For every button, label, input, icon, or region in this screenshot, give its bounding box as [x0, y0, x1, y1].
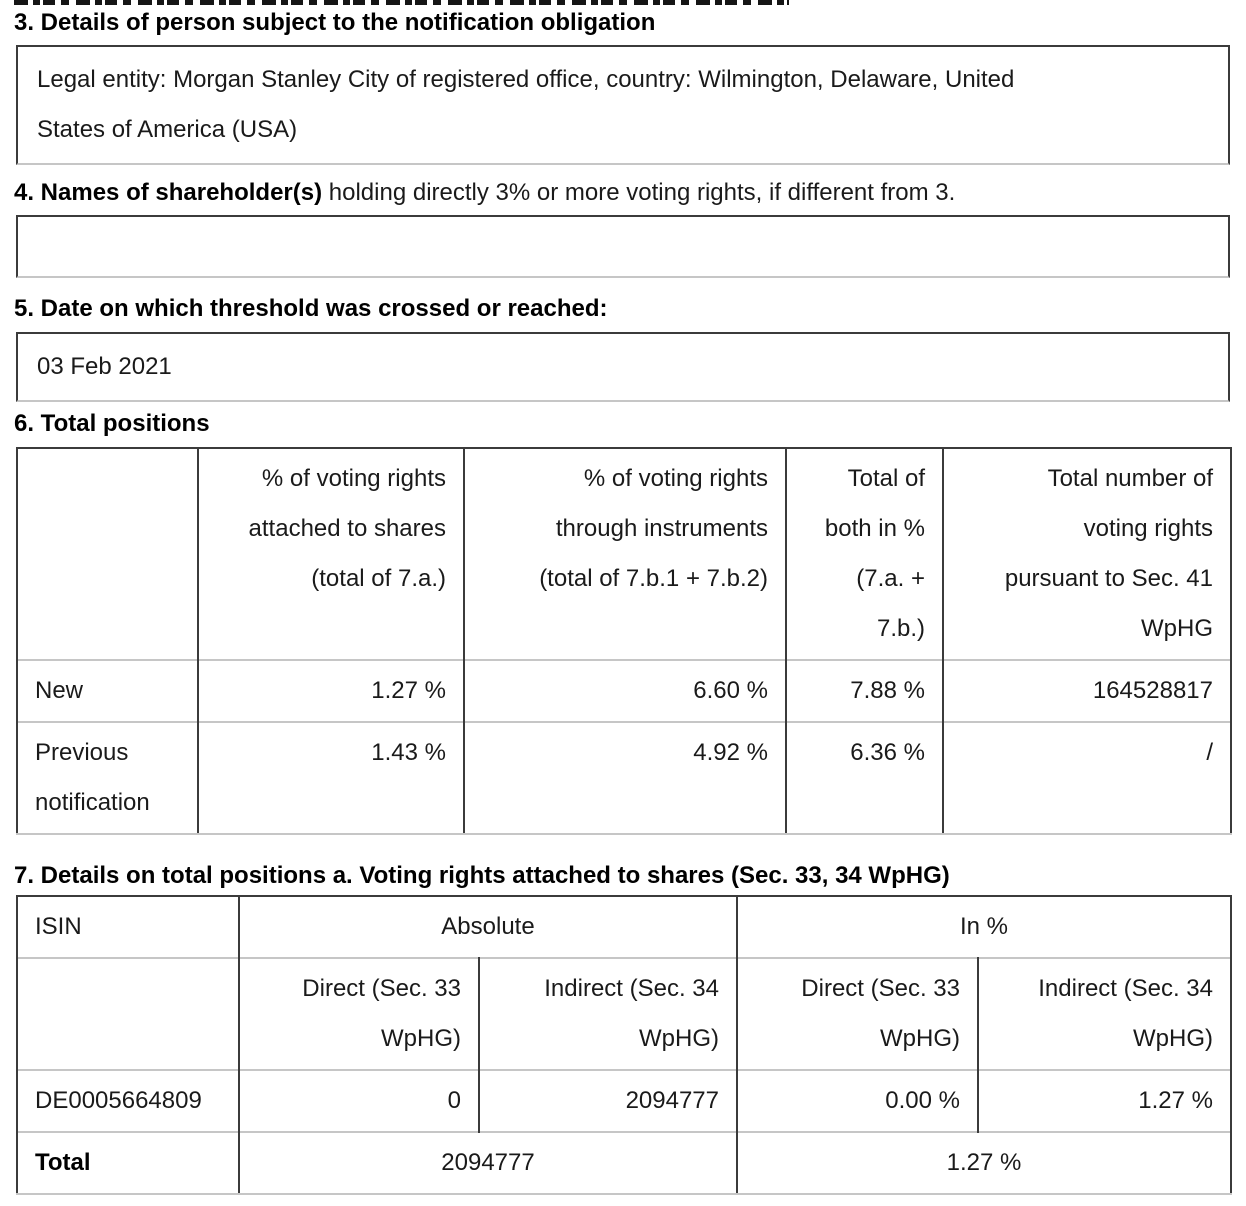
t6-previous-total-number: /	[942, 721, 1232, 835]
t6-previous-total-pct: 6.36 %	[785, 721, 944, 835]
t7-subheader-absolute-indirect: Indirect (Sec. 34 WpHG)	[478, 957, 738, 1070]
t6-new-total-pct: 7.88 %	[785, 659, 944, 722]
clipped-previous-line	[14, 0, 789, 5]
section4-shareholders-box	[16, 215, 1230, 278]
t6-new-instruments-pct: 6.60 %	[463, 659, 787, 722]
table-row: DE0005664809 0 2094777 0.00 % 1.27 %	[16, 1069, 1232, 1132]
t6-previous-shares-pct: 1.43 %	[197, 721, 465, 835]
t6-new-label: New	[16, 659, 199, 722]
t6-previous-instruments-pct: 4.92 %	[463, 721, 787, 835]
t7-percent-indirect-value: 1.27 %	[977, 1069, 1232, 1132]
section5-heading: 5. Date on which threshold was crossed o…	[14, 295, 608, 322]
section4-heading-bold: 4. Names of shareholder(s)	[14, 179, 323, 206]
t7-percent-direct-value: 0.00 %	[736, 1069, 979, 1132]
t7-subheader-percent-direct: Direct (Sec. 33 WpHG)	[736, 957, 979, 1070]
t7-group-header-row: ISIN Absolute In %	[16, 895, 1232, 958]
total-positions-table: % of voting rights attached to shares (t…	[16, 447, 1232, 835]
t6-header-row: % of voting rights attached to shares (t…	[16, 447, 1232, 660]
section5-date-box: 03 Feb 2021	[16, 332, 1230, 402]
t7-absolute-indirect-value: 2094777	[478, 1069, 738, 1132]
t6-new-total-number: 164528817	[942, 659, 1232, 722]
t7-subheader-empty-cell	[16, 957, 240, 1070]
t6-header-total-number: Total number of voting rights pursuant t…	[942, 447, 1232, 660]
t7-subheader-percent-indirect: Indirect (Sec. 34 WpHG)	[977, 957, 1232, 1070]
t7-subheader-absolute-direct: Direct (Sec. 33 WpHG)	[238, 957, 480, 1070]
t7-absolute-direct-value: 0	[238, 1069, 480, 1132]
t7-total-absolute: 2094777	[238, 1131, 738, 1195]
table-row: New 1.27 % 6.60 % 7.88 % 164528817	[16, 659, 1232, 722]
section4-heading: 4. Names of shareholder(s) holding direc…	[14, 179, 1230, 207]
table-row: Previous notification 1.43 % 4.92 % 6.36…	[16, 721, 1232, 835]
section4-heading-rest: holding directly 3% or more voting right…	[322, 179, 956, 206]
t7-total-row: Total 2094777 1.27 %	[16, 1131, 1232, 1195]
t7-header-in-percent: In %	[736, 895, 1232, 958]
t6-previous-label: Previous notification	[16, 721, 199, 835]
t7-header-isin: ISIN	[16, 895, 240, 958]
t7-total-in-percent: 1.27 %	[736, 1131, 1232, 1195]
t7-total-label: Total	[16, 1131, 240, 1195]
voting-rights-details-table: ISIN Absolute In % Direct (Sec. 33 WpHG)…	[16, 895, 1232, 1195]
t7-isin-value: DE0005664809	[16, 1069, 240, 1132]
t7-sub-header-row: Direct (Sec. 33 WpHG) Indirect (Sec. 34 …	[16, 957, 1232, 1070]
t6-header-empty-cell	[16, 447, 199, 660]
section3-legal-entity-box: Legal entity: Morgan Stanley City of reg…	[16, 45, 1230, 165]
t6-new-shares-pct: 1.27 %	[197, 659, 465, 722]
t6-header-total-both: Total of both in % (7.a. + 7.b.)	[785, 447, 944, 660]
t6-header-voting-rights-shares: % of voting rights attached to shares (t…	[197, 447, 465, 660]
t7-header-absolute: Absolute	[238, 895, 738, 958]
t6-header-voting-rights-instruments: % of voting rights through instruments (…	[463, 447, 787, 660]
section7-heading: 7. Details on total positions a. Voting …	[14, 862, 950, 889]
section6-heading: 6. Total positions	[14, 410, 210, 437]
section3-heading: 3. Details of person subject to the noti…	[14, 9, 656, 36]
